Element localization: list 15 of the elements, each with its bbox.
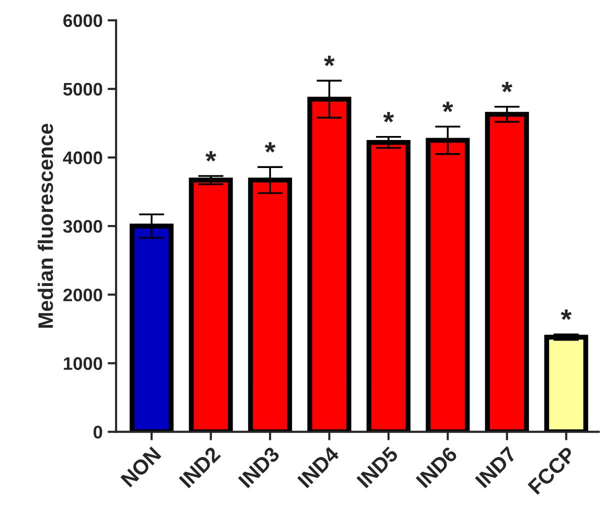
y-tick-label: 4000 [63,151,102,164]
annotation: * [383,112,394,122]
y-tick-label: 3000 [63,220,102,233]
y-tick-label: 5000 [63,82,102,96]
y-tick-label: 6000 [63,14,102,28]
annotation: * [442,102,454,112]
annotation: * [560,310,572,320]
y-tick-label: 2000 [63,288,102,302]
annotation: * [324,56,335,66]
annotation: * [502,82,512,92]
y-tick-label: 0 [94,426,102,439]
annotation: * [206,151,216,162]
annotation: * [264,142,276,153]
y-tick-label: 1000 [64,357,102,370]
y-axis-title: Median fluorescence [38,124,54,328]
